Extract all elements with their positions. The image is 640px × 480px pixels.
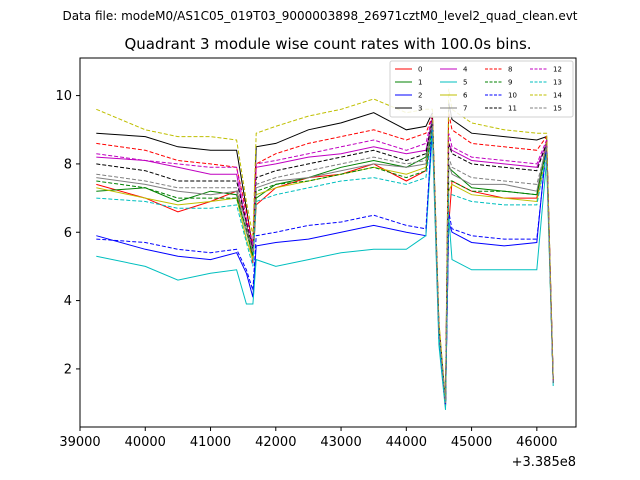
y-tick-label: 8: [64, 157, 72, 172]
legend-label-9: 9: [508, 79, 512, 87]
legend-label-10: 10: [508, 92, 517, 100]
series-line-5: [96, 133, 554, 410]
chart-suptitle: Data file: modeM0/AS1C05_019T03_90000038…: [62, 9, 577, 23]
x-tick-label: 46000: [516, 435, 557, 450]
y-tick-label: 2: [64, 362, 72, 377]
series-line-8: [96, 112, 554, 404]
x-offset-label: +3.385e8: [512, 455, 576, 470]
series-line-3: [96, 102, 554, 404]
series-line-2: [96, 119, 554, 407]
legend-label-14: 14: [553, 92, 562, 100]
x-tick-label: 44000: [386, 435, 427, 450]
legend-label-12: 12: [553, 66, 562, 74]
y-tick-label: 10: [55, 89, 72, 104]
series-line-11: [96, 119, 554, 404]
series-line-0: [96, 129, 554, 404]
x-tick-label: 43000: [320, 435, 361, 450]
legend-label-4: 4: [463, 66, 468, 74]
legend-label-6: 6: [463, 92, 468, 100]
x-tick-label: 45000: [451, 435, 492, 450]
series-line-1: [96, 122, 554, 407]
plot-area: [96, 88, 554, 410]
legend-label-0: 0: [418, 66, 422, 74]
x-axis: 39000 40000 41000 42000 43000 44000 45000 46000: [59, 427, 558, 450]
series-line-14: [96, 88, 554, 400]
chart-title: Quadrant 3 module wise count rates with …: [124, 35, 531, 53]
series-line-13: [96, 129, 554, 407]
series-line-9: [96, 126, 554, 407]
axes-frame: [79, 57, 577, 428]
legend-box: [389, 60, 574, 118]
y-tick-label: 4: [64, 294, 72, 309]
y-axis: 2 4 6 8 10: [55, 89, 80, 377]
legend-label-1: 1: [418, 79, 422, 87]
legend-label-7: 7: [463, 105, 467, 113]
legend-label-15: 15: [553, 105, 562, 113]
legend-label-5: 5: [463, 79, 467, 87]
x-tick-label: 39000: [59, 435, 100, 450]
series-line-7: [96, 119, 554, 404]
legend-label-8: 8: [508, 66, 512, 74]
x-tick-label: 40000: [125, 435, 166, 450]
legend-label-3: 3: [418, 105, 422, 113]
series-line-6: [96, 126, 554, 407]
x-tick-label: 41000: [190, 435, 231, 450]
series-line-15: [96, 122, 554, 404]
legend-label-2: 2: [418, 92, 422, 100]
series-line-4: [96, 119, 554, 404]
legend-label-11: 11: [508, 105, 517, 113]
series-line-10: [96, 122, 554, 407]
series-line-12: [96, 115, 554, 404]
legend-label-13: 13: [553, 79, 562, 87]
y-tick-label: 6: [64, 226, 72, 241]
x-tick-label: 42000: [255, 435, 296, 450]
